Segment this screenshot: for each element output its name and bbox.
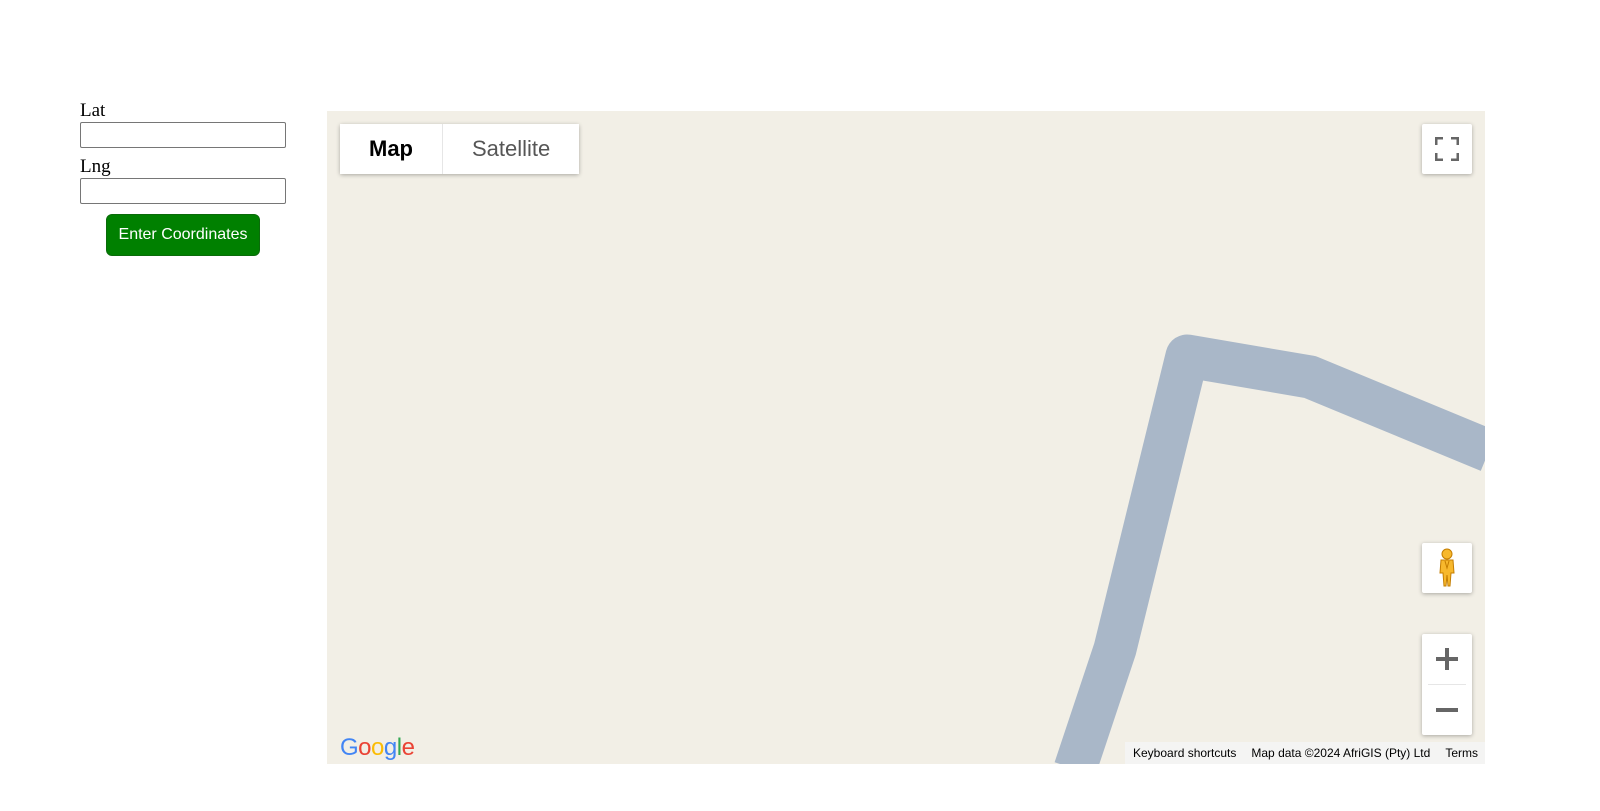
keyboard-shortcuts-link[interactable]: Keyboard shortcuts (1133, 746, 1237, 760)
map-attribution: Keyboard shortcuts Map data ©2024 AfriGI… (1125, 742, 1485, 764)
fullscreen-button[interactable] (1422, 124, 1472, 174)
map-type-satellite-button[interactable]: Satellite (443, 124, 580, 174)
pegman-icon (1439, 548, 1455, 587)
map-data-text: Map data ©2024 AfriGIS (Pty) Ltd (1251, 746, 1431, 760)
fullscreen-icon (1435, 137, 1459, 161)
lat-input[interactable] (80, 122, 286, 148)
plus-icon (1436, 648, 1458, 670)
road (1054, 334, 1485, 764)
lat-label: Lat (80, 100, 106, 121)
google-logo[interactable]: Google (340, 734, 415, 761)
terms-link[interactable]: Terms (1445, 746, 1478, 760)
street-view-pegman-button[interactable] (1422, 543, 1472, 593)
minus-icon (1436, 708, 1458, 712)
road-line (1054, 334, 1485, 764)
lng-input[interactable] (80, 178, 286, 204)
map-type-map-button[interactable]: Map (340, 124, 443, 174)
zoom-divider (1428, 684, 1466, 685)
map-canvas[interactable]: Map Satellite Google Keyboard sho (327, 111, 1485, 764)
zoom-out-button[interactable] (1422, 685, 1472, 735)
zoom-control (1422, 634, 1472, 735)
map-type-control: Map Satellite (340, 124, 580, 174)
coordinates-form: Lat Lng Enter Coordinates (80, 100, 286, 256)
zoom-in-button[interactable] (1422, 634, 1472, 684)
enter-coordinates-button[interactable]: Enter Coordinates (106, 214, 260, 256)
lng-label: Lng (80, 156, 111, 177)
